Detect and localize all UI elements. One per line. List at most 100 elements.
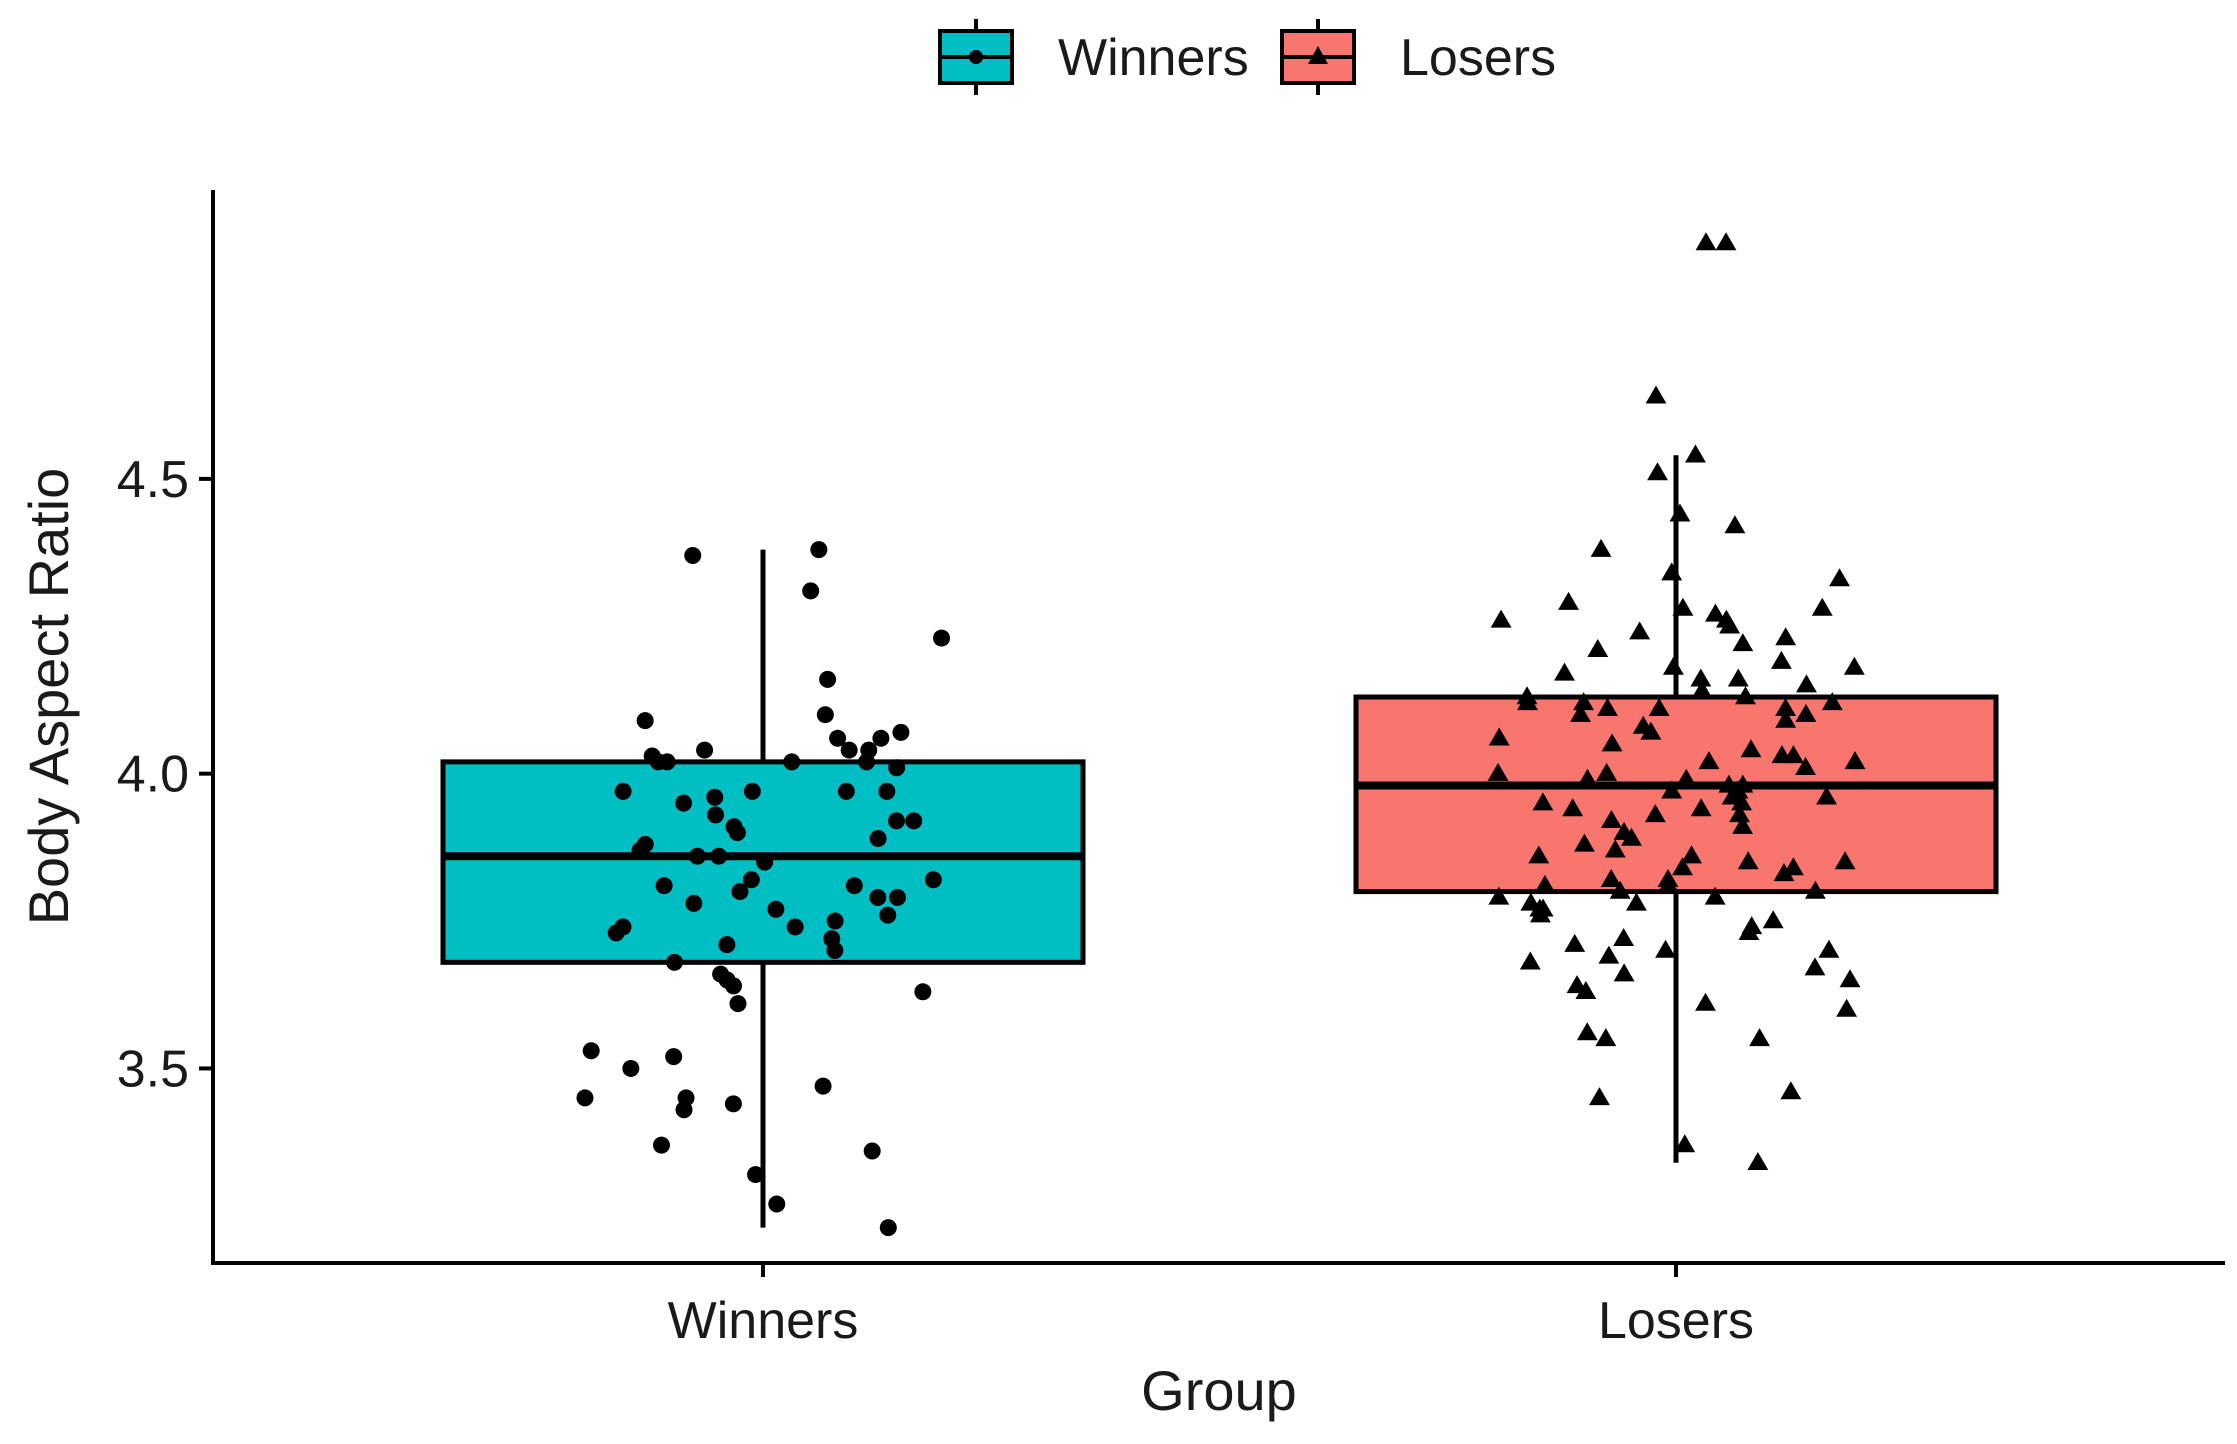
data-point <box>819 670 837 688</box>
data-point <box>1732 815 1754 834</box>
data-point <box>1601 810 1622 829</box>
data-point <box>718 936 736 954</box>
data-point <box>1662 656 1684 675</box>
data-point <box>1690 668 1712 687</box>
data-point <box>1589 1087 1610 1106</box>
data-point <box>1648 698 1670 717</box>
data-point <box>1775 627 1797 646</box>
data-point <box>1705 603 1726 622</box>
data-point <box>1675 768 1697 787</box>
data-point <box>1604 839 1626 858</box>
data-point <box>1554 662 1575 681</box>
y-tick-label: 4.0 <box>117 746 189 804</box>
x-tick-label: Winners <box>668 1292 859 1350</box>
data-point <box>1517 692 1538 711</box>
data-point <box>1780 1081 1802 1100</box>
data-point <box>576 1089 594 1107</box>
data-point <box>1738 922 1760 941</box>
data-point <box>1816 786 1838 805</box>
data-point <box>1747 1151 1769 1170</box>
data-point <box>725 977 743 995</box>
data-point <box>1796 674 1817 693</box>
data-point <box>1655 939 1677 958</box>
data-point <box>707 806 725 824</box>
data-point <box>614 782 632 800</box>
data-point <box>665 953 683 971</box>
data-point <box>1625 892 1647 911</box>
data-point <box>1735 686 1756 705</box>
data-point <box>1731 792 1753 811</box>
data-point <box>1695 232 1717 251</box>
data-point <box>1691 680 1713 699</box>
data-point <box>933 629 951 647</box>
data-point <box>826 942 844 960</box>
data-point <box>1621 827 1642 846</box>
data-point <box>872 729 890 747</box>
data-point <box>724 1095 742 1113</box>
data-point <box>685 894 703 912</box>
data-point <box>1672 597 1694 616</box>
data-point <box>1609 880 1631 899</box>
data-point <box>1719 615 1741 634</box>
data-point <box>1795 756 1816 775</box>
data-point <box>1661 562 1683 581</box>
data-point <box>665 1048 683 1066</box>
data-point <box>631 841 649 859</box>
data-point <box>826 912 844 930</box>
points-winners <box>576 541 951 1237</box>
legend-marker <box>969 50 983 64</box>
data-point <box>1836 998 1858 1017</box>
data-point <box>914 983 932 1001</box>
data-point <box>655 877 673 895</box>
data-point <box>1613 963 1635 982</box>
data-point <box>622 1059 640 1077</box>
data-point <box>1595 1028 1617 1047</box>
data-point <box>888 759 906 777</box>
data-point <box>1558 591 1579 610</box>
data-point <box>837 782 855 800</box>
data-point <box>1695 992 1716 1011</box>
y-axis-title: Body Aspect Ratio <box>17 468 80 926</box>
data-point <box>1771 745 1793 764</box>
data-point <box>1773 863 1795 882</box>
data-point <box>1749 1028 1771 1047</box>
data-point <box>1600 868 1622 887</box>
data-point <box>1839 969 1861 988</box>
data-point <box>1645 385 1667 404</box>
data-point <box>1775 709 1797 728</box>
data-point <box>1562 798 1584 817</box>
legend-label: Winners <box>1058 29 1249 87</box>
data-point <box>1843 656 1865 675</box>
data-point <box>1762 910 1784 929</box>
data-point <box>1587 639 1609 658</box>
data-point <box>1740 739 1762 758</box>
data-point <box>878 782 896 800</box>
data-point <box>869 830 887 848</box>
data-point <box>1597 698 1618 717</box>
data-point <box>729 995 747 1013</box>
data-point <box>1811 597 1833 616</box>
points-losers <box>1487 232 1866 1170</box>
data-point <box>1564 933 1586 952</box>
legend-item-winners: Winners <box>938 19 1249 95</box>
data-point <box>684 547 702 565</box>
data-point <box>649 753 667 771</box>
data-point <box>675 794 693 812</box>
data-point <box>1844 751 1866 770</box>
box-group-winners <box>440 549 1086 1228</box>
data-point <box>1596 762 1618 781</box>
data-point <box>1821 692 1843 711</box>
data-point <box>731 883 749 901</box>
data-point <box>1681 845 1702 864</box>
data-point <box>1532 792 1554 811</box>
data-point <box>829 729 847 747</box>
data-point <box>710 847 728 865</box>
data-point <box>743 782 761 800</box>
data-point <box>1528 845 1550 864</box>
data-point <box>1577 768 1598 787</box>
data-point <box>905 812 923 830</box>
data-point <box>888 888 906 906</box>
data-point <box>786 918 804 936</box>
